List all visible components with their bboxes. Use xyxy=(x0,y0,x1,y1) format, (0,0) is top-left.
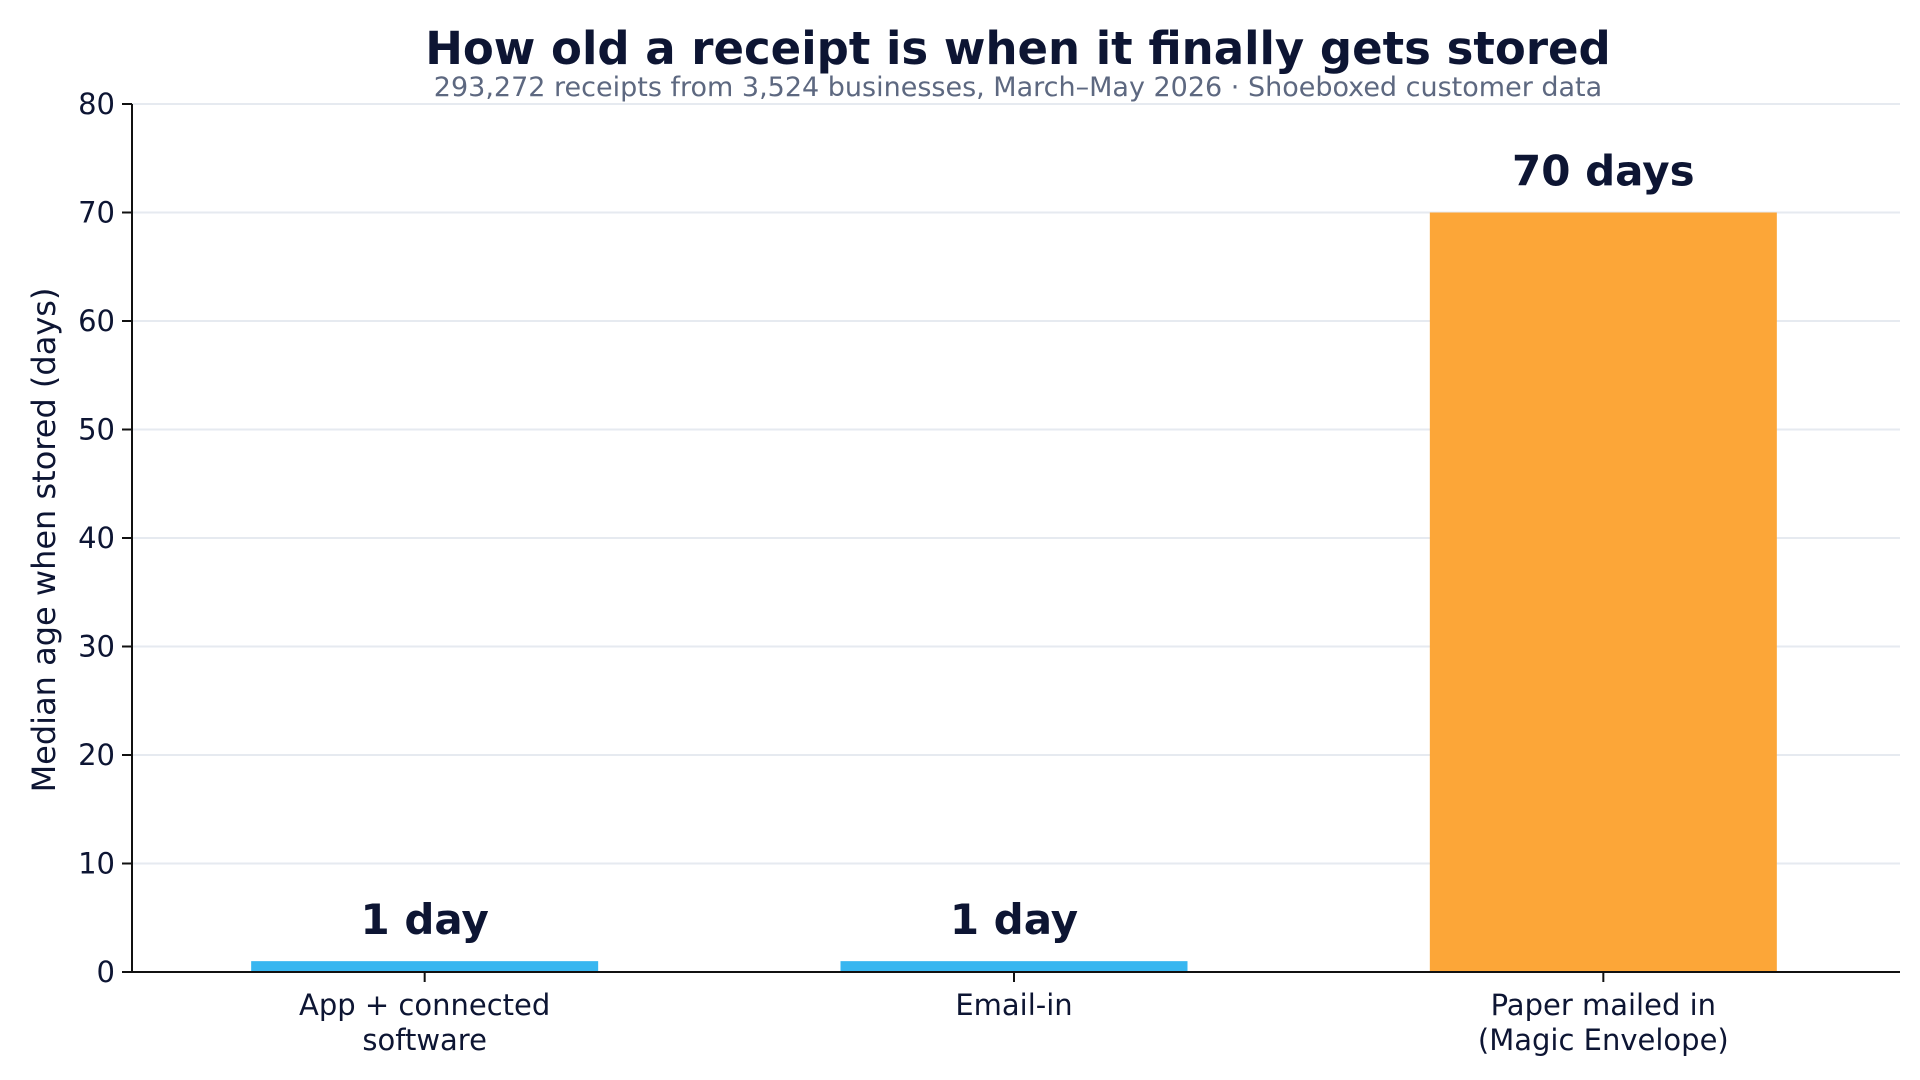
y-tick-label: 70 xyxy=(78,196,115,230)
x-tick-label: App + connected xyxy=(299,988,550,1022)
bar xyxy=(840,961,1188,972)
y-tick-label: 30 xyxy=(78,630,115,664)
bar xyxy=(251,961,599,972)
x-tick-label: Paper mailed in xyxy=(1491,988,1716,1022)
y-tick-label: 60 xyxy=(78,304,115,338)
x-tick-label: Email-in xyxy=(955,988,1072,1022)
chart-title: How old a receipt is when it finally get… xyxy=(425,22,1611,75)
y-tick-label: 80 xyxy=(78,87,115,121)
chart-subtitle: 293,272 receipts from 3,524 businesses, … xyxy=(434,72,1602,103)
y-axis-label: Median age when stored (days) xyxy=(25,288,63,793)
x-tick-label: software xyxy=(362,1023,487,1057)
y-tick-label: 40 xyxy=(78,521,115,555)
y-tick-label: 20 xyxy=(78,738,115,772)
y-tick-label: 50 xyxy=(78,413,115,447)
data-label: 70 days xyxy=(1512,147,1695,196)
y-tick-label: 10 xyxy=(78,847,115,881)
data-label: 1 day xyxy=(360,895,488,944)
data-label: 1 day xyxy=(950,895,1078,944)
y-tick-label: 0 xyxy=(97,955,115,989)
x-tick-label: (Magic Envelope) xyxy=(1478,1023,1729,1057)
bar xyxy=(1429,212,1777,972)
